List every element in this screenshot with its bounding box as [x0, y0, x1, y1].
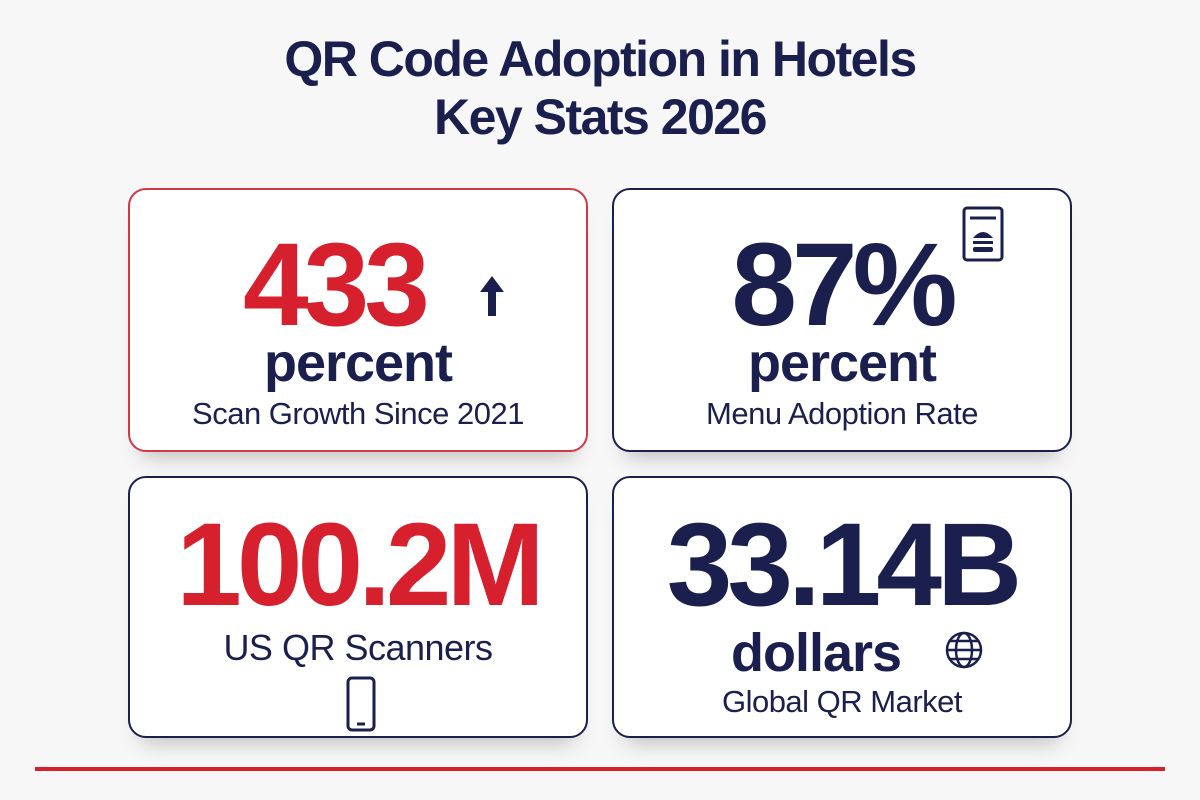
stat-unit: percent	[747, 333, 937, 393]
stat-unit: percent	[263, 333, 453, 393]
stat-value: 433	[243, 219, 430, 351]
arrow-icon	[480, 276, 504, 316]
title: QR Code Adoption in Hotels	[284, 31, 917, 87]
stat-value: 100.2M	[176, 499, 545, 631]
phone-icon	[346, 676, 376, 732]
stat-label: US QR Scanners	[223, 627, 493, 668]
stat-card: 100.2M US QR Scanners	[128, 476, 588, 738]
menu-icon	[962, 206, 1004, 262]
stat-card: 433 percent Scan Growth Since 2021	[128, 188, 588, 452]
globe-icon	[945, 631, 983, 669]
stat-value: 87%	[731, 219, 957, 351]
stat-value: 33.14B	[666, 499, 1023, 631]
stat-label: Global QR Market	[721, 684, 963, 719]
stat-label: Scan Growth Since 2021	[192, 396, 524, 431]
stat-card: 33.14B dollars Global QR Market	[612, 476, 1072, 738]
stat-label: Menu Adoption Rate	[706, 396, 978, 431]
divider	[35, 767, 1165, 771]
title: Key Stats 2026	[433, 89, 768, 145]
stat-card: 87% percent Menu Adoption Rate	[612, 188, 1072, 452]
stat-unit: dollars	[730, 623, 902, 683]
